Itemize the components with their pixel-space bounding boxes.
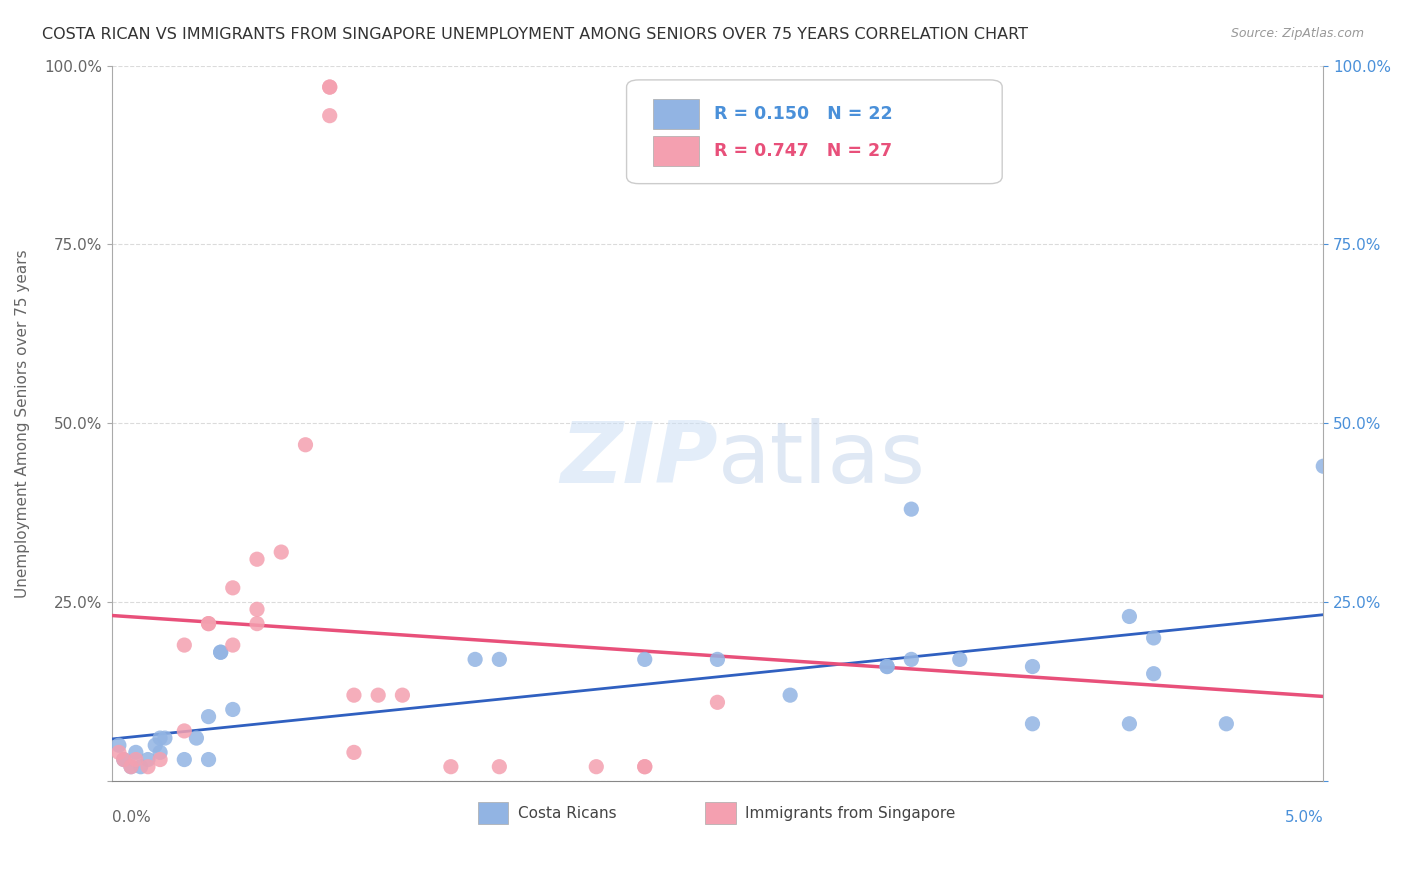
Point	[222, 638, 245, 652]
Point	[367, 688, 389, 702]
Point	[464, 652, 486, 666]
Point	[143, 738, 166, 752]
Point	[209, 645, 232, 659]
Point	[270, 545, 292, 559]
Point	[112, 753, 135, 767]
Point	[1021, 716, 1043, 731]
Point	[900, 652, 922, 666]
Point	[186, 731, 208, 745]
Y-axis label: Unemployment Among Seniors over 75 years: Unemployment Among Seniors over 75 years	[15, 249, 30, 598]
Point	[634, 760, 657, 774]
Point	[120, 760, 142, 774]
Point	[112, 753, 135, 767]
Text: ZIP: ZIP	[560, 417, 717, 500]
Point	[173, 753, 195, 767]
Point	[149, 745, 172, 759]
Point	[108, 745, 131, 759]
Point	[197, 709, 219, 723]
FancyBboxPatch shape	[627, 80, 1002, 184]
Point	[108, 738, 131, 752]
Point	[949, 652, 972, 666]
Point	[488, 652, 510, 666]
Point	[1143, 631, 1166, 645]
Point	[246, 616, 269, 631]
Point	[585, 760, 607, 774]
Text: R = 0.747   N = 27: R = 0.747 N = 27	[714, 142, 891, 160]
Point	[197, 616, 219, 631]
FancyBboxPatch shape	[706, 803, 735, 824]
Point	[634, 652, 657, 666]
FancyBboxPatch shape	[478, 803, 508, 824]
Point	[876, 659, 898, 673]
Point	[136, 753, 159, 767]
Point	[149, 731, 172, 745]
Point	[149, 753, 172, 767]
Point	[153, 731, 176, 745]
Point	[1118, 716, 1140, 731]
Point	[1312, 459, 1334, 474]
Point	[222, 702, 245, 716]
Point	[120, 760, 142, 774]
Text: 0.0%: 0.0%	[111, 810, 150, 824]
Text: Source: ZipAtlas.com: Source: ZipAtlas.com	[1230, 27, 1364, 40]
Point	[900, 502, 922, 516]
Point	[706, 652, 728, 666]
Point	[1215, 716, 1237, 731]
Point	[343, 688, 366, 702]
Point	[173, 723, 195, 738]
Point	[197, 616, 219, 631]
Text: 5.0%: 5.0%	[1285, 810, 1323, 824]
Point	[294, 438, 316, 452]
Point	[1021, 659, 1043, 673]
Point	[246, 602, 269, 616]
Point	[136, 760, 159, 774]
Point	[246, 552, 269, 566]
Point	[173, 638, 195, 652]
Text: atlas: atlas	[717, 417, 925, 500]
Point	[125, 753, 148, 767]
Point	[319, 80, 342, 95]
Text: R = 0.150   N = 22: R = 0.150 N = 22	[714, 104, 893, 122]
Point	[222, 581, 245, 595]
Point	[440, 760, 463, 774]
Point	[1118, 609, 1140, 624]
Point	[209, 645, 232, 659]
FancyBboxPatch shape	[654, 98, 699, 128]
Point	[319, 109, 342, 123]
FancyBboxPatch shape	[654, 136, 699, 166]
Point	[488, 760, 510, 774]
Point	[125, 745, 148, 759]
Point	[1143, 666, 1166, 681]
Point	[706, 695, 728, 709]
Point	[197, 753, 219, 767]
Point	[876, 659, 898, 673]
Text: COSTA RICAN VS IMMIGRANTS FROM SINGAPORE UNEMPLOYMENT AMONG SENIORS OVER 75 YEAR: COSTA RICAN VS IMMIGRANTS FROM SINGAPORE…	[42, 27, 1028, 42]
Point	[319, 80, 342, 95]
Point	[634, 760, 657, 774]
Point	[129, 760, 152, 774]
Point	[391, 688, 413, 702]
Text: Costa Ricans: Costa Ricans	[517, 805, 616, 821]
Text: Immigrants from Singapore: Immigrants from Singapore	[745, 805, 956, 821]
Point	[779, 688, 801, 702]
Point	[343, 745, 366, 759]
